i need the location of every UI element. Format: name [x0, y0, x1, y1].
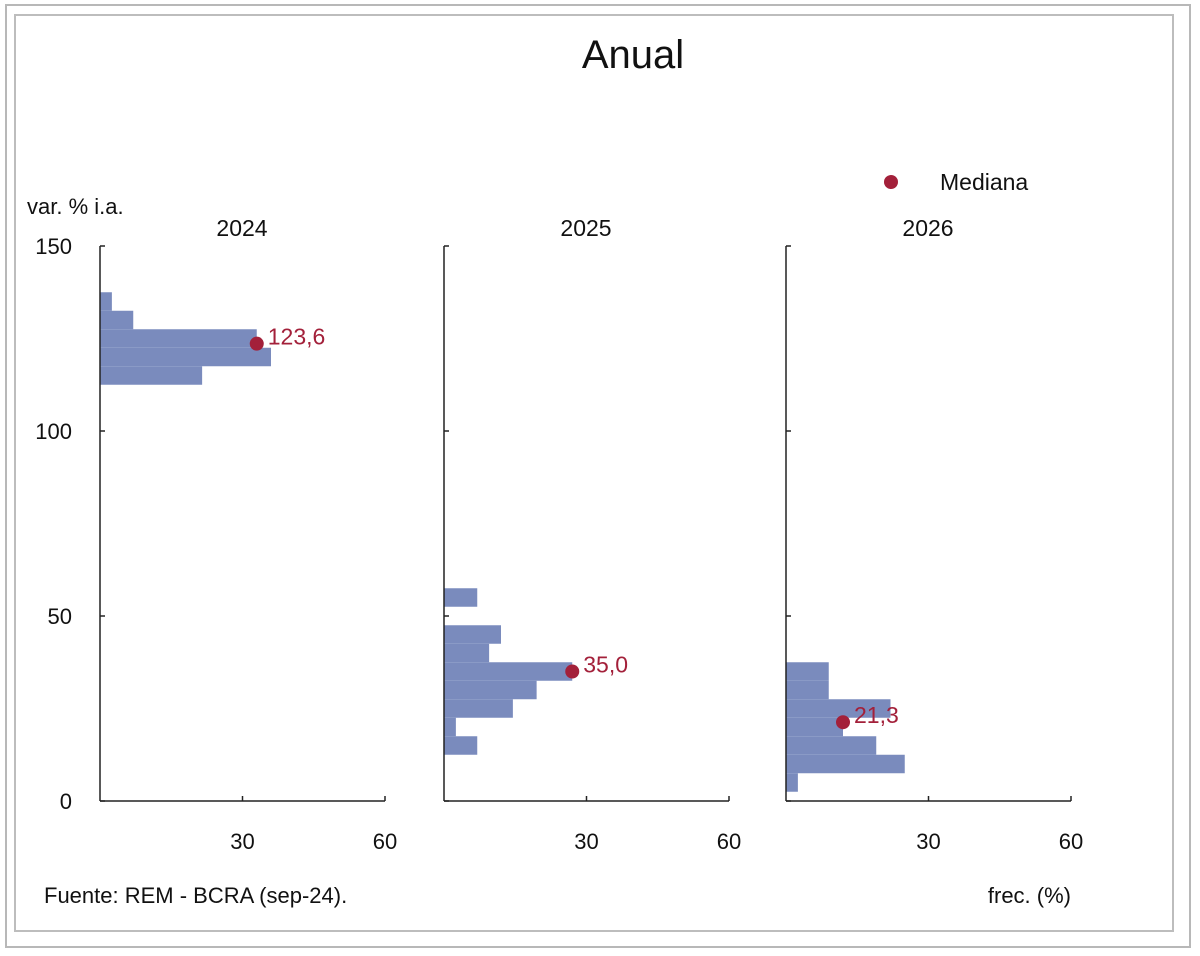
histogram-bar	[100, 329, 257, 348]
x-tick-label-60: 60	[1059, 829, 1083, 854]
histogram-bar	[786, 680, 829, 700]
x-tick-label-60: 60	[373, 829, 397, 854]
histogram-bar	[444, 588, 478, 607]
histogram-bar	[444, 717, 456, 737]
histogram-bar	[444, 643, 490, 663]
histogram-bar	[100, 310, 134, 330]
x-tick-label-30: 30	[916, 829, 940, 854]
median-label: 21,3	[854, 702, 899, 728]
panel-title-2024: 2024	[216, 215, 267, 241]
histogram-bar	[100, 366, 203, 385]
chart-frame	[14, 14, 1174, 932]
histogram-bar	[444, 736, 478, 755]
y-tick-label-0: 0	[60, 789, 72, 814]
y-tick-label-150: 150	[35, 234, 72, 259]
histogram-bar	[786, 773, 798, 792]
source-note: Fuente: REM - BCRA (sep-24).	[44, 883, 347, 908]
histogram-bar	[444, 662, 573, 681]
y-tick-label-50: 50	[48, 604, 72, 629]
y-tick-label-100: 100	[35, 419, 72, 444]
median-marker	[836, 715, 850, 730]
legend: Mediana	[884, 169, 1028, 195]
histogram-bar	[100, 347, 271, 367]
x-tick-label-30: 30	[574, 829, 598, 854]
x-tick-label-30: 30	[230, 829, 254, 854]
panel-2026: 2026 30 60 21,3	[785, 215, 1083, 854]
histogram-bar	[786, 717, 843, 737]
legend-median-marker	[884, 175, 898, 189]
histogram-bar	[786, 699, 891, 718]
median-marker	[565, 664, 580, 679]
panel-2024: 2024 30 60 123,6	[99, 215, 397, 854]
x-tick-label-60: 60	[717, 829, 741, 854]
panel-title-2025: 2025	[560, 215, 611, 241]
histogram-bar	[444, 699, 513, 718]
histogram-bar	[444, 680, 537, 700]
histogram-bar	[786, 754, 905, 774]
histogram-bar	[444, 625, 501, 644]
median-marker	[249, 336, 264, 351]
legend-median-label: Mediana	[940, 169, 1028, 195]
histogram-bar	[786, 736, 877, 755]
y-axis-label: var. % i.a.	[27, 194, 124, 219]
chart-title: Anual	[582, 33, 684, 77]
median-label: 35,0	[583, 652, 628, 678]
histogram-bar	[786, 662, 829, 681]
panel-2025: 2025 30 60 35,0	[443, 215, 741, 854]
panels: 0 50 100 150 2024 30 60 123,6 2025 30 60 35,0 2026 30…	[35, 215, 1083, 854]
x-axis-label: frec. (%)	[988, 883, 1071, 908]
panel-title-2026: 2026	[902, 215, 953, 241]
histogram-bar	[100, 292, 112, 311]
median-label: 123,6	[268, 324, 326, 350]
